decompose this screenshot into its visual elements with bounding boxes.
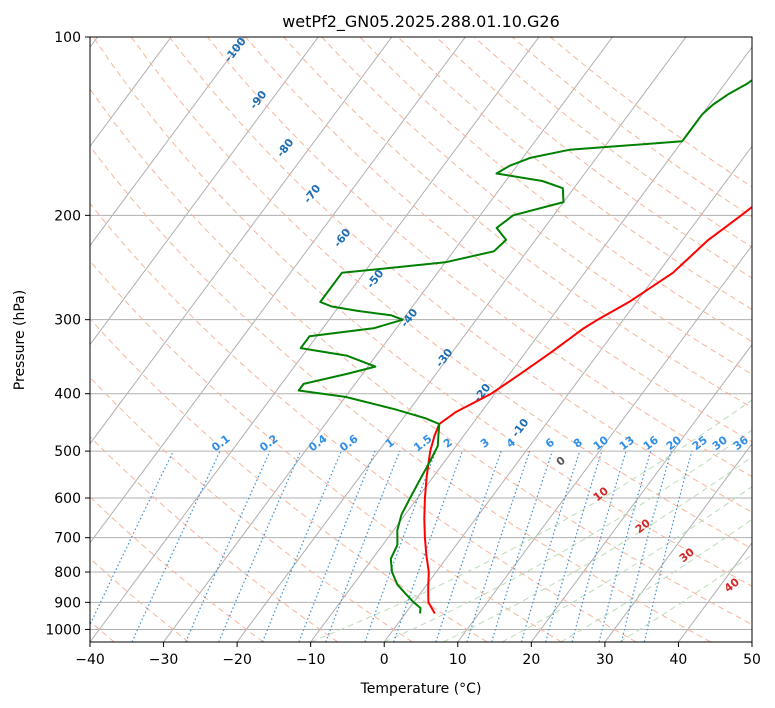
isotherm--40: [90, 37, 540, 642]
x-tick-label-40: 40: [670, 652, 688, 668]
x-tick-label-50: 50: [743, 652, 761, 668]
mixing-ratio-line-8: [466, 450, 531, 642]
isotherm--60: [90, 37, 393, 445]
x-tick-label-20: 20: [522, 652, 540, 668]
x-tick-label--40: −40: [75, 652, 105, 668]
x-tick-label-10: 10: [449, 652, 467, 668]
dry-adiabat-90: [207, 37, 752, 478]
y-tick-label-900: 900: [54, 595, 81, 611]
mixing-ratio-line-4: [393, 450, 463, 642]
isotherm--30: [163, 37, 613, 642]
chart-title: wetPf2_GN05.2025.288.01.10.G26: [282, 12, 560, 32]
mixing-ratio-line-6: [435, 450, 502, 642]
y-tick-label-100: 100: [54, 30, 81, 46]
x-tick-label--10: −10: [296, 652, 326, 668]
dry-adiabat-50: [90, 88, 752, 626]
dewpoint-line: [297, 78, 752, 614]
y-tick-label-200: 200: [54, 208, 81, 224]
x-tick-label--20: −20: [222, 652, 252, 668]
x-tick-label-30: 30: [596, 652, 614, 668]
isotherm-20: [530, 343, 752, 642]
mixing-ratio-line-3: [364, 450, 437, 642]
plot-frame: [89, 36, 753, 643]
mixing-ratio-line-10: [491, 450, 553, 642]
data-series: [297, 78, 752, 614]
dry-adiabat-140: [397, 37, 752, 311]
x-tick-label-0: 0: [380, 652, 389, 668]
isotherm--80: [90, 37, 246, 247]
dry-adiabat-20: [90, 260, 562, 642]
isotherm--20: [236, 37, 687, 642]
mixing-ratio-line-2: [325, 450, 401, 642]
mixing-ratio-line-20: [571, 450, 627, 642]
mixing-ratio-line-0.4: [185, 450, 271, 642]
isotherm--90: [90, 37, 172, 148]
mixing-ratio-line-1.5: [298, 450, 376, 642]
axis-ticks: −40 −30 −20 −10 0 10 20 30 40 50 100 200 300 400 500 60…: [45, 30, 761, 668]
dry-adiabat-130: [359, 37, 752, 343]
mixing-ratio-line-13: [520, 450, 581, 642]
mixing-ratio-line-25: [598, 450, 652, 642]
dry-adiabat-70: [130, 37, 752, 550]
mixing-ratio-line-30: [621, 450, 672, 642]
moist-adiabat-16: [501, 486, 752, 642]
mixing-ratio-line-16: [545, 450, 603, 642]
y-tick-label-400: 400: [54, 387, 81, 403]
mixing-ratio-line-1: [261, 450, 342, 642]
isotherm-0: [383, 145, 752, 642]
dry-adiabat-30: [90, 202, 637, 642]
moist-adiabat-24: [560, 518, 752, 642]
dry-adiabat-80: [169, 37, 752, 513]
y-tick-label-1000: 1000: [45, 622, 81, 638]
isotherm--70: [90, 37, 319, 346]
moist-adiabat-8: [442, 456, 752, 642]
y-tick-label-600: 600: [54, 491, 81, 507]
mixing-ratio-line-0.6: [218, 450, 302, 642]
isotherm--50: [90, 37, 466, 544]
background-lines: [90, 37, 752, 642]
temperature-line: [423, 205, 752, 614]
isotherm-30: [604, 442, 752, 642]
y-tick-label-700: 700: [54, 531, 81, 547]
isotherm-10: [457, 244, 752, 642]
y-axis-label: Pressure (hPa): [12, 290, 28, 390]
y-tick-label-500: 500: [54, 444, 81, 460]
mixing-ratio-line-36: [643, 450, 693, 642]
x-tick-label--30: −30: [149, 652, 179, 668]
dry-adiabat-40: [90, 145, 712, 642]
dry-adiabat-60: [92, 37, 752, 587]
y-tick-label-300: 300: [54, 313, 81, 329]
moist-adiabat-0: [384, 429, 752, 642]
dry-adiabat-0: [90, 376, 413, 642]
x-axis-label: Temperature (°C): [360, 681, 482, 697]
y-tick-label-800: 800: [54, 565, 81, 581]
